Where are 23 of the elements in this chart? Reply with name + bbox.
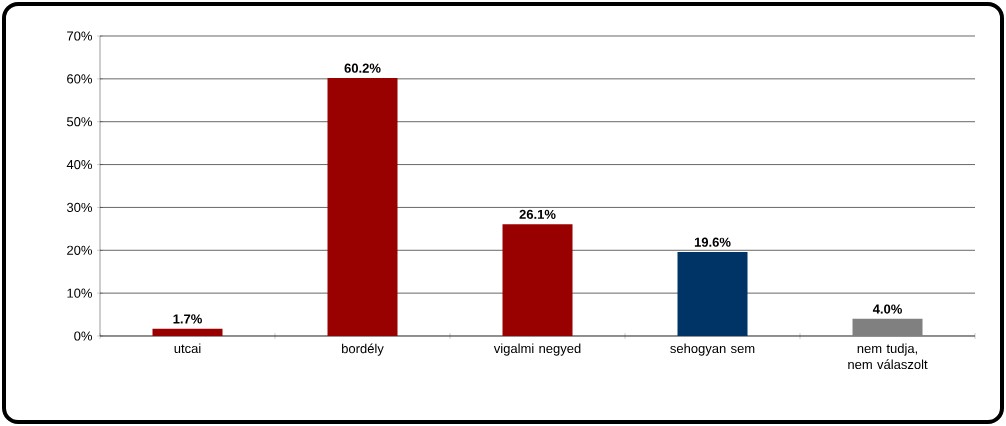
bar: [152, 328, 223, 336]
data-label: 26.1%: [519, 209, 556, 219]
y-tick-label: 70%: [67, 31, 92, 41]
x-tick-label: bordély: [342, 343, 384, 356]
y-tick-label: 20%: [67, 245, 92, 255]
x-tick-label: sehogyan sem: [670, 343, 755, 356]
data-label: 19.6%: [694, 237, 731, 247]
x-tick-label: nem tudja, nem válaszolt: [848, 343, 928, 370]
y-tick-label: 10%: [67, 288, 92, 298]
bar: [327, 78, 398, 336]
data-label: 60.2%: [344, 63, 381, 73]
y-tick-label: 50%: [66, 117, 92, 127]
data-label: 1.7%: [173, 314, 202, 324]
x-tick-label: utcai: [174, 343, 201, 354]
bar: [677, 252, 748, 336]
bar: [502, 224, 573, 336]
x-tick-label: vigalmi negyed: [493, 343, 581, 356]
y-tick-label: 60%: [67, 74, 92, 84]
y-tick-label: 40%: [66, 159, 92, 170]
y-tick-label: 30%: [66, 202, 92, 213]
data-label: 4.0%: [872, 304, 902, 314]
y-tick-label: 0%: [74, 331, 93, 341]
bar: [852, 318, 923, 336]
